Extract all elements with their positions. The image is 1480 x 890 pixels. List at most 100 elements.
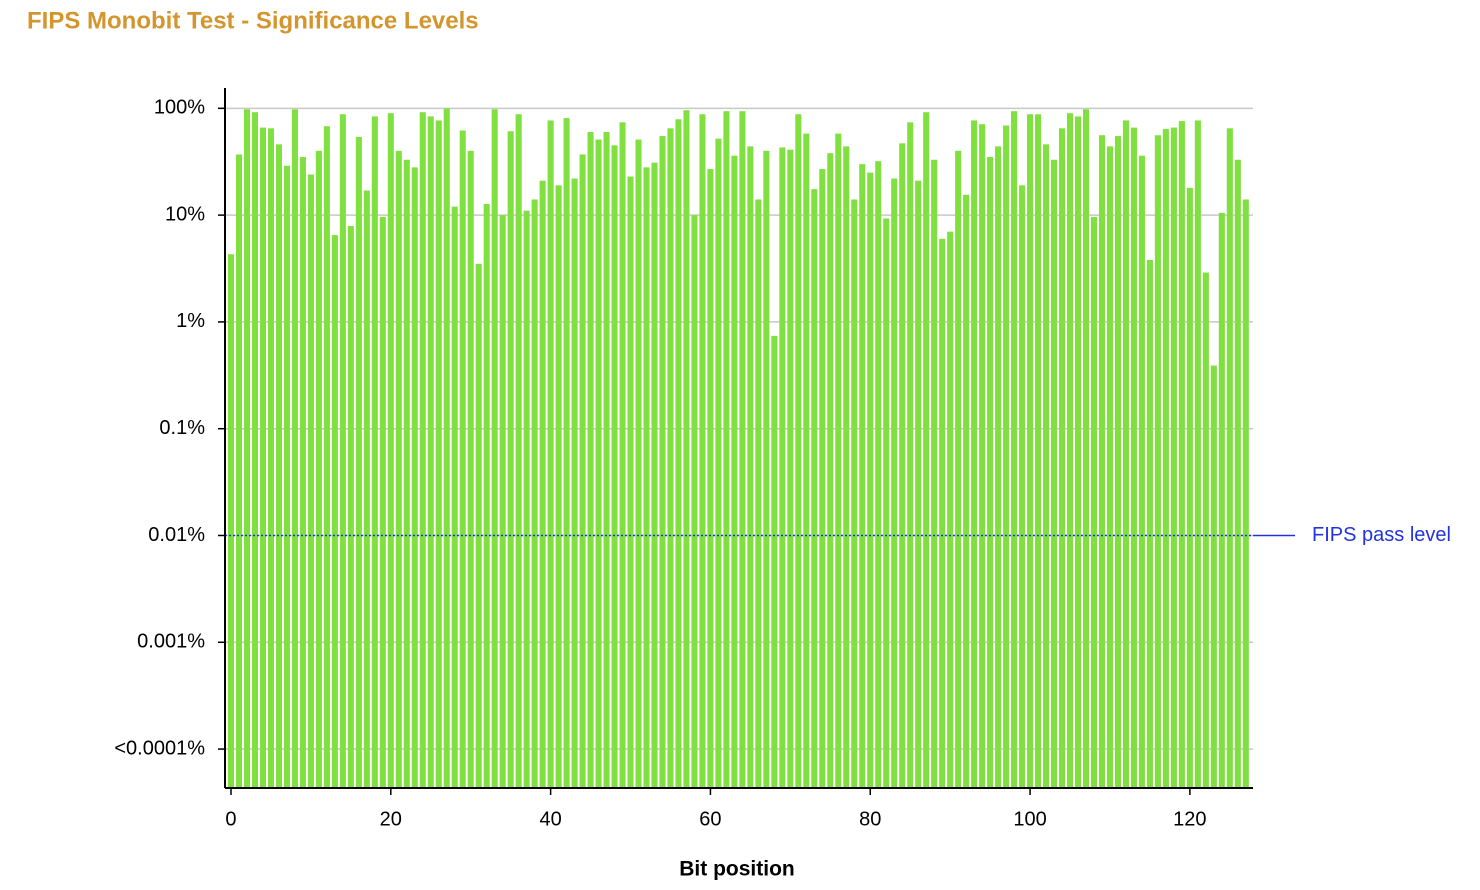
bar [1186, 187, 1193, 788]
bar [1098, 135, 1106, 788]
bar [1170, 127, 1177, 788]
bar [523, 210, 530, 789]
bar [355, 136, 362, 788]
bar [883, 218, 890, 789]
bar [1194, 120, 1201, 789]
bar [571, 178, 578, 789]
x-tick-label: 60 [699, 808, 721, 830]
bar [339, 114, 346, 788]
x-tick-label: 80 [859, 808, 881, 830]
bar [259, 127, 266, 788]
bar [347, 226, 354, 789]
bar [451, 206, 458, 788]
bar [931, 159, 938, 789]
bar [691, 215, 698, 788]
bar [459, 130, 466, 789]
bar [307, 174, 314, 788]
bar [587, 132, 594, 789]
bar [819, 169, 826, 788]
bar [915, 180, 922, 788]
bar [1019, 185, 1026, 788]
bar [395, 150, 402, 788]
bar [379, 217, 386, 789]
y-tick-label: 100% [154, 97, 205, 119]
bar [507, 131, 514, 789]
bar [531, 199, 538, 789]
bar [755, 199, 762, 789]
bar [1050, 159, 1058, 789]
bar [499, 215, 506, 788]
bar [683, 110, 690, 789]
y-tick-label: <0.0001% [114, 737, 205, 759]
bar [1154, 135, 1161, 788]
bar [899, 143, 906, 789]
bar [995, 146, 1002, 788]
bar [1066, 113, 1074, 789]
bar [251, 112, 259, 789]
bar [1202, 272, 1209, 789]
bar [987, 157, 994, 788]
y-tick-label: 0.001% [137, 631, 205, 653]
bar [611, 145, 618, 788]
bar [483, 204, 490, 788]
x-axis-label: Bit position [679, 858, 794, 881]
bar [403, 159, 410, 789]
bar [1122, 120, 1129, 789]
bar [811, 189, 818, 789]
bar [955, 150, 962, 788]
bar [595, 139, 602, 788]
bar [907, 122, 914, 788]
bar [1130, 127, 1137, 788]
bar [971, 120, 978, 789]
bar [1011, 111, 1018, 789]
y-tick-label: 10% [165, 203, 205, 225]
x-tick-label: 40 [539, 808, 561, 830]
bar [1082, 109, 1090, 789]
bar [827, 153, 834, 788]
bar [771, 335, 778, 788]
bar [275, 144, 282, 789]
bar [555, 185, 562, 788]
bar [667, 128, 674, 789]
bar [1234, 159, 1241, 789]
bar [603, 132, 610, 789]
bar [731, 155, 738, 788]
bar [939, 238, 946, 789]
bar [283, 165, 290, 788]
bar [1178, 121, 1185, 788]
y-tick-label: 0.1% [159, 417, 205, 439]
y-tick-label: 0.01% [148, 524, 205, 546]
pass-level-label: FIPS pass level [1312, 524, 1451, 546]
bar [1114, 136, 1121, 788]
bar [723, 111, 730, 789]
bar [267, 128, 274, 789]
x-tick-label: 100 [1013, 808, 1046, 830]
bar [1210, 365, 1217, 788]
bar [243, 109, 251, 789]
bar [707, 169, 714, 788]
bar [547, 120, 554, 789]
bar [1003, 125, 1010, 788]
bar [1106, 146, 1114, 788]
bar [331, 235, 338, 789]
y-tick-label: 1% [176, 310, 205, 332]
bar [795, 114, 802, 788]
bar [851, 199, 858, 789]
bar [539, 180, 546, 788]
bar [411, 167, 418, 789]
bar [787, 149, 794, 789]
bar [779, 147, 786, 789]
bar [1058, 128, 1066, 789]
bar [635, 139, 642, 788]
bar [563, 118, 570, 788]
bar [1043, 144, 1050, 789]
bar [963, 194, 970, 788]
bar [923, 112, 930, 789]
bar [875, 161, 882, 788]
bar [1226, 128, 1233, 789]
bar [891, 178, 898, 789]
bar [419, 112, 426, 789]
bar [867, 172, 874, 788]
bar [659, 136, 666, 788]
